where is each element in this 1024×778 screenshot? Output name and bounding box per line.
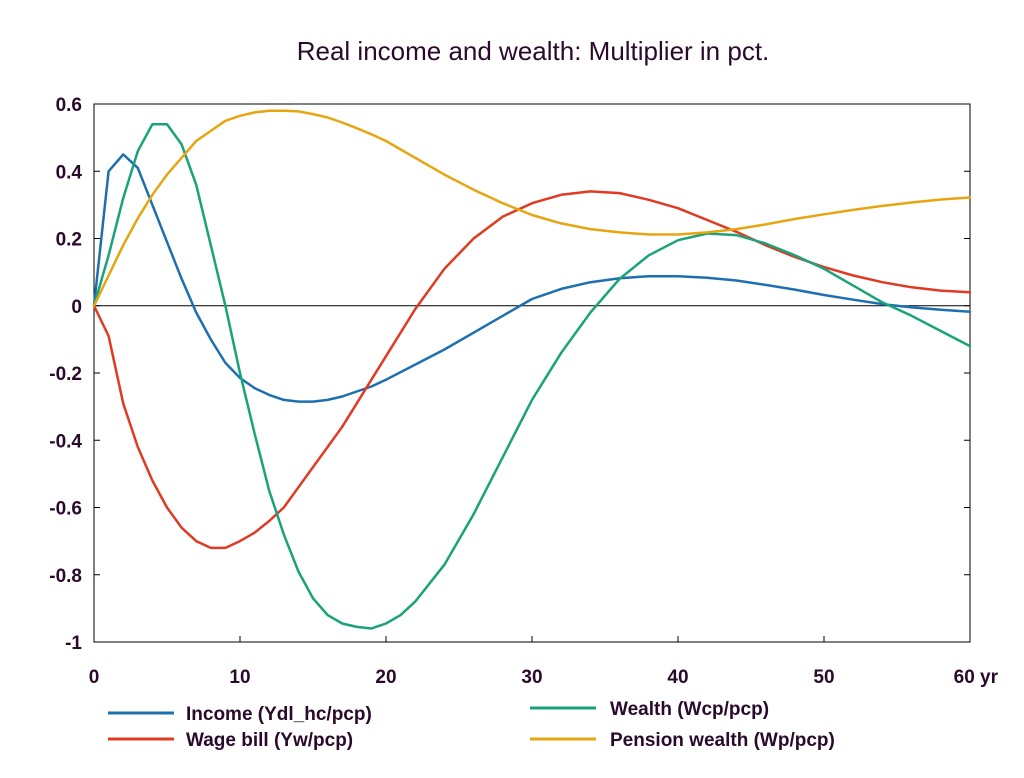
series-line <box>92 153 972 403</box>
y-tick-label: -1 <box>65 633 82 654</box>
y-tick-label: -0.2 <box>49 364 82 385</box>
x-tick-label: 60 yr <box>954 667 999 688</box>
y-tick-label: -0.6 <box>49 499 82 520</box>
plot-frame <box>93 103 971 643</box>
series-line <box>92 109 972 308</box>
y-tick-label: -0.4 <box>49 431 82 452</box>
legend-label: Income (Ydl_hc/pcp) <box>186 704 372 725</box>
y-tick-label: 0 <box>71 297 82 318</box>
x-tick-label: 20 <box>375 667 396 688</box>
x-tick-label: 30 <box>521 667 542 688</box>
legend-label: Wage bill (Yw/pcp) <box>186 730 353 751</box>
x-tick-label: 40 <box>667 667 688 688</box>
plot-border <box>93 103 971 643</box>
x-tick-label: 50 <box>813 667 834 688</box>
x-tick-label: 0 <box>89 667 100 688</box>
y-tick-label: 0.4 <box>56 162 83 183</box>
y-tick-label: -0.8 <box>49 566 82 587</box>
legend-label: Pension wealth (Wp/pcp) <box>610 730 835 751</box>
y-tick-label: 0.2 <box>56 230 82 251</box>
y-axis: -1 -0.8 -0.6 -0.4 -0.2 0 0.2 0.4 0.6 <box>49 95 970 654</box>
series-line <box>92 122 972 630</box>
series-line <box>92 190 972 550</box>
y-tick-label: 0.6 <box>56 95 82 116</box>
chart-title: Real income and wealth: Multiplier in pc… <box>297 36 770 66</box>
x-tick-label: 10 <box>229 667 250 688</box>
legend-label: Wealth (Wcp/pcp) <box>610 699 769 720</box>
legend: Income (Ydl_hc/pcp) Wage bill (Yw/pcp) Wea… <box>108 699 835 751</box>
x-axis: 0 10 20 30 40 50 60 yr <box>89 636 999 688</box>
series-lines <box>92 109 972 630</box>
